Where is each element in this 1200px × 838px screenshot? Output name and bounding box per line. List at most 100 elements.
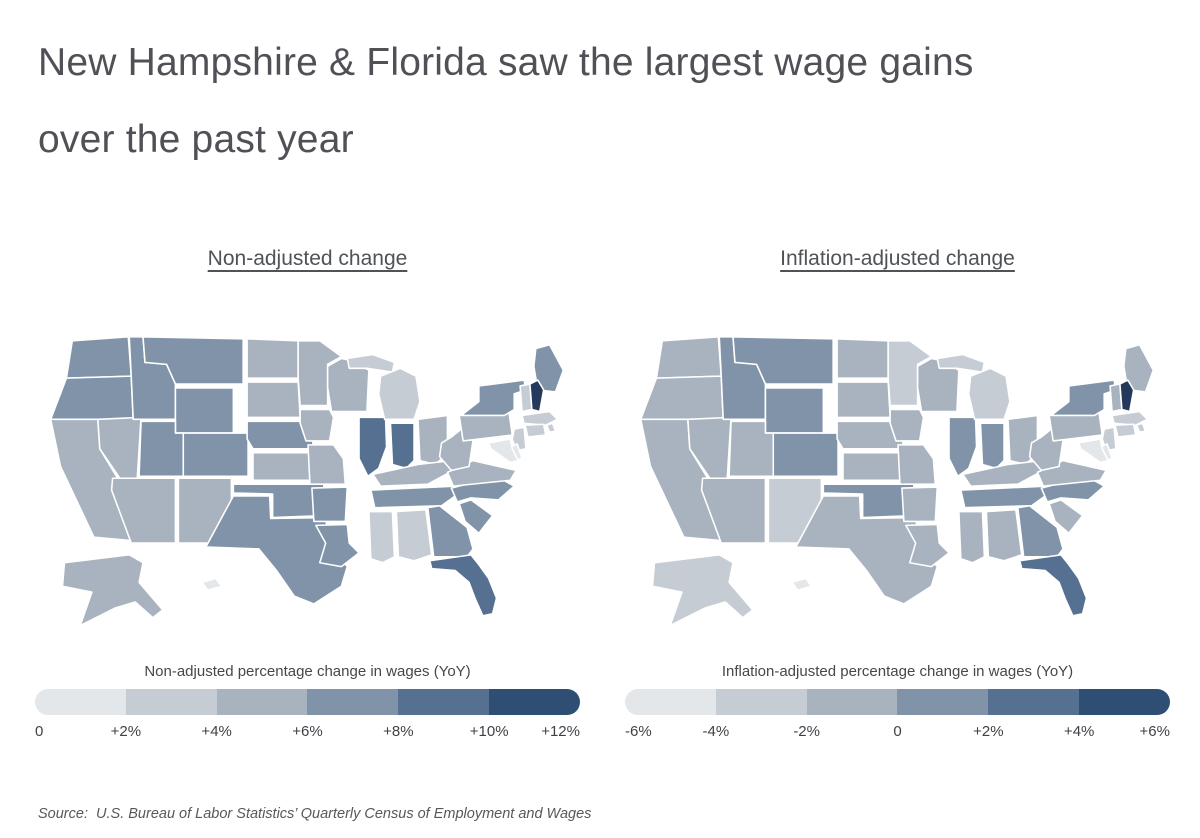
legend-tick-label: 0 bbox=[893, 723, 902, 740]
source-note: Source: U.S. Bureau of Labor Statistics’… bbox=[38, 806, 592, 822]
legend-tick-label: -6% bbox=[625, 723, 652, 740]
legend-title-inflation-adjusted: Inflation-adjusted percentage change in … bbox=[721, 663, 1074, 680]
state-HI bbox=[201, 577, 223, 591]
state-MT bbox=[732, 336, 834, 385]
state-IN bbox=[979, 422, 1005, 470]
state-AZ bbox=[700, 477, 767, 544]
legend-segment bbox=[625, 689, 716, 715]
state-WY bbox=[764, 387, 825, 434]
state-OR bbox=[49, 375, 134, 421]
state-MO bbox=[307, 444, 347, 485]
state-AL bbox=[395, 508, 433, 562]
state-TN bbox=[370, 485, 459, 509]
state-NH bbox=[529, 379, 545, 413]
state-KY bbox=[962, 459, 1045, 487]
state-MS bbox=[958, 510, 986, 564]
page-title: New Hampshire & Florida saw the largest … bbox=[38, 41, 974, 161]
state-WA bbox=[655, 336, 723, 379]
state-WI bbox=[326, 357, 370, 413]
legend-segment bbox=[988, 689, 1080, 715]
legend-segment bbox=[216, 689, 308, 715]
state-LA bbox=[905, 523, 950, 568]
legend-segment bbox=[398, 689, 490, 715]
state-AL bbox=[985, 508, 1023, 562]
state-GA bbox=[427, 504, 474, 558]
state-AR bbox=[901, 486, 939, 523]
legend-segment bbox=[35, 689, 126, 715]
state-AR bbox=[311, 486, 349, 523]
state-MI bbox=[967, 367, 1011, 421]
legend-colorbar-non-adjusted bbox=[35, 689, 580, 715]
state-NY bbox=[460, 379, 527, 417]
state-OR bbox=[639, 375, 724, 421]
state-MD bbox=[1077, 438, 1109, 464]
state-AK bbox=[61, 554, 164, 627]
legend-tick-label: +6% bbox=[1139, 723, 1170, 740]
map-inflation-adjusted-wrap bbox=[625, 329, 1170, 657]
state-CO bbox=[182, 432, 249, 478]
state-WY bbox=[174, 387, 235, 434]
state-AK bbox=[651, 554, 754, 627]
state-LA bbox=[315, 523, 360, 568]
legend-segment bbox=[489, 689, 580, 715]
state-IA bbox=[889, 408, 925, 442]
state-IL bbox=[948, 416, 978, 478]
state-FL bbox=[1018, 554, 1088, 617]
state-MO bbox=[897, 444, 937, 485]
state-MT bbox=[142, 336, 244, 385]
legend-tick-label: +2% bbox=[973, 723, 1004, 740]
legend-segment bbox=[307, 689, 399, 715]
state-IL bbox=[358, 416, 388, 478]
state-ND bbox=[246, 338, 299, 379]
legend-tick-label: +10% bbox=[469, 723, 509, 740]
state-GA bbox=[1017, 504, 1064, 558]
state-SC bbox=[1048, 499, 1084, 535]
legend-segment bbox=[715, 689, 807, 715]
legend-tick-label: -2% bbox=[793, 723, 820, 740]
legend-segment bbox=[897, 689, 989, 715]
state-SC bbox=[458, 499, 494, 535]
legend-tick-label: +4% bbox=[1063, 723, 1095, 740]
state-MI bbox=[377, 367, 421, 421]
legend-tick-label: +12% bbox=[541, 723, 580, 740]
state-MS bbox=[368, 510, 396, 564]
state-ND bbox=[836, 338, 889, 379]
panel-non-adjusted: Non-adjusted change Non-adjusted percent… bbox=[35, 247, 580, 743]
legend-ticks-non-adjusted: 0 +2% +4% +6% +8% +10% +12% bbox=[35, 723, 580, 743]
legend-colorbar-inflation-adjusted bbox=[625, 689, 1170, 715]
state-AZ bbox=[110, 477, 177, 544]
legend-tick-label: +2% bbox=[110, 723, 142, 740]
state-TN bbox=[960, 485, 1049, 509]
state-IA bbox=[299, 408, 335, 442]
legend-segment bbox=[1079, 689, 1170, 715]
legend-tick-label: +4% bbox=[201, 723, 232, 740]
state-FL bbox=[428, 554, 498, 617]
state-TX bbox=[205, 495, 349, 605]
panel-inflation-adjusted: Inflation-adjusted change Inflation-adju… bbox=[625, 247, 1170, 743]
state-MD bbox=[487, 438, 519, 464]
state-IN bbox=[389, 422, 415, 470]
subtitle-non-adjusted: Non-adjusted change bbox=[207, 247, 408, 270]
state-WA bbox=[65, 336, 133, 379]
legend-tick-label: -4% bbox=[702, 723, 730, 740]
state-SD bbox=[246, 381, 301, 419]
legend-title-non-adjusted: Non-adjusted percentage change in wages … bbox=[144, 663, 471, 680]
subtitle-inflation-adjusted: Inflation-adjusted change bbox=[780, 247, 1015, 270]
legend-ticks-inflation-adjusted: -6% -4% -2% 0 +2% +4% +6% bbox=[625, 723, 1170, 743]
map-non-adjusted-wrap bbox=[35, 329, 580, 657]
legend-tick-label: 0 bbox=[35, 723, 44, 740]
legend-segment bbox=[125, 689, 217, 715]
state-CT bbox=[524, 423, 547, 438]
state-MA bbox=[521, 410, 559, 427]
us-choropleth-non-adjusted bbox=[49, 336, 565, 627]
state-NH bbox=[1119, 379, 1135, 413]
state-HI bbox=[791, 577, 813, 591]
legend-tick-label: +6% bbox=[292, 723, 323, 740]
state-WI bbox=[916, 357, 960, 413]
state-CO bbox=[772, 432, 839, 478]
state-MA bbox=[1111, 410, 1149, 427]
state-RI bbox=[1135, 422, 1147, 433]
state-RI bbox=[545, 422, 557, 433]
state-ME bbox=[1123, 343, 1155, 393]
